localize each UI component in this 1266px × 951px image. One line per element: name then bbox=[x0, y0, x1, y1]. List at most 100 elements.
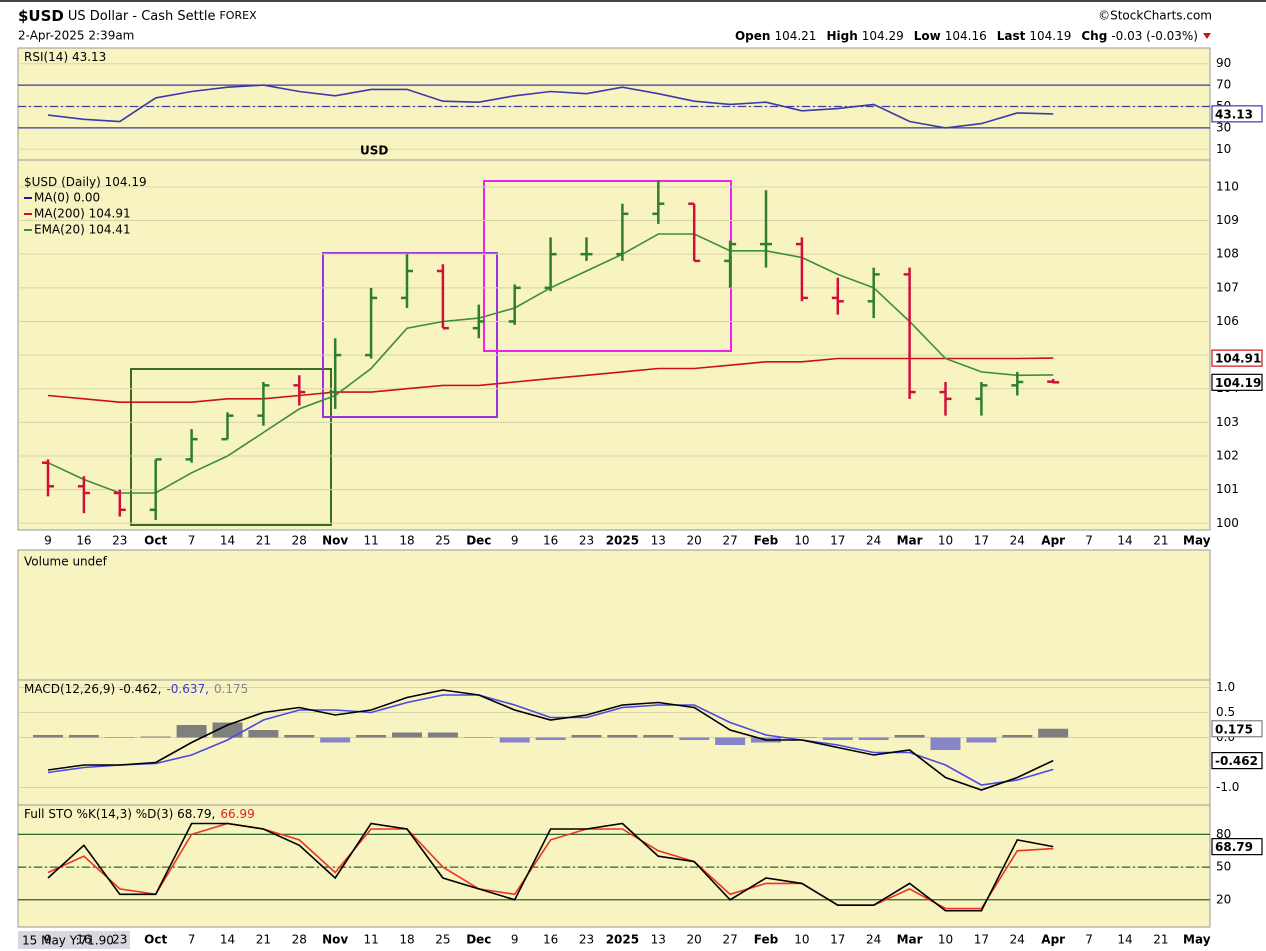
y-tick-label: -1.0 bbox=[1216, 780, 1239, 794]
histogram-bar bbox=[212, 722, 243, 738]
x-tick-label: 18 bbox=[399, 933, 414, 947]
y-tick-label: 101 bbox=[1216, 482, 1239, 496]
value-tag-box bbox=[1211, 349, 1263, 367]
y-tick-label: 10 bbox=[1216, 142, 1231, 156]
x-tick-label: 9 bbox=[44, 534, 52, 548]
histogram-bar bbox=[248, 730, 279, 738]
x-tick-label: 10 bbox=[794, 933, 809, 947]
quote-label: Open bbox=[735, 29, 770, 43]
quote-value: -0.03 (-0.03%) bbox=[1111, 29, 1198, 43]
y-tick-label: 0.5 bbox=[1216, 705, 1235, 719]
histogram-bar bbox=[68, 735, 99, 738]
histogram-bar bbox=[966, 737, 997, 743]
y-tick-label: 106 bbox=[1216, 314, 1239, 328]
y-tick-label: 103 bbox=[1216, 415, 1239, 429]
histogram-bar bbox=[33, 735, 63, 738]
series-line bbox=[47, 357, 1054, 403]
value-tag-box bbox=[1211, 373, 1263, 391]
series-line bbox=[47, 822, 1054, 912]
value-tag: -0.462 bbox=[1215, 754, 1258, 768]
series-line bbox=[47, 822, 1054, 910]
x-tick-label: 13 bbox=[651, 534, 666, 548]
x-tick-label: 14 bbox=[1117, 534, 1132, 548]
x-tick-label: 16 bbox=[543, 534, 558, 548]
x-tick-label: Dec bbox=[466, 933, 491, 947]
panel-title-part: 0.175 bbox=[214, 682, 248, 696]
y-tick-label: 1.0 bbox=[1216, 680, 1235, 694]
histogram-bar bbox=[643, 735, 674, 738]
x-tick-label: 9 bbox=[511, 534, 519, 548]
histogram-bar bbox=[679, 737, 710, 740]
y-tick-label: 80 bbox=[1216, 827, 1231, 841]
histogram-bar bbox=[176, 725, 207, 738]
quote-value: 104.21 bbox=[774, 29, 816, 43]
x-tick-label: 10 bbox=[938, 933, 953, 947]
y-tick-label: 20 bbox=[1216, 892, 1231, 906]
rsi-panel bbox=[17, 47, 1211, 161]
x-tick-label: 7 bbox=[188, 534, 196, 548]
x-tick-label: Feb bbox=[754, 933, 779, 947]
panel-title-part: MACD(12,26,9) -0.462, bbox=[24, 682, 161, 696]
value-tag-box bbox=[1211, 105, 1263, 123]
histogram-bar bbox=[894, 735, 925, 738]
x-tick-label: Apr bbox=[1041, 534, 1065, 548]
value-tag-box bbox=[1211, 838, 1263, 856]
x-tick-label: 13 bbox=[651, 933, 666, 947]
histogram-bar bbox=[104, 737, 135, 738]
quote-value: 104.19 bbox=[1029, 29, 1071, 43]
x-tick-label: 10 bbox=[938, 534, 953, 548]
histogram-bar bbox=[930, 737, 961, 750]
x-tick-label: Nov bbox=[322, 534, 348, 548]
histogram-bar bbox=[356, 735, 387, 738]
x-tick-label: 21 bbox=[256, 933, 271, 947]
x-tick-label: May bbox=[1183, 933, 1211, 947]
x-tick-label: Oct bbox=[144, 933, 167, 947]
x-tick-label: 20 bbox=[687, 534, 702, 548]
x-tick-label: 9 bbox=[44, 933, 52, 947]
cursor-box bbox=[18, 931, 130, 949]
y-tick-label: 107 bbox=[1216, 280, 1239, 294]
quote-label: Last bbox=[997, 29, 1026, 43]
x-tick-label: 25 bbox=[435, 534, 450, 548]
x-tick-label: Feb bbox=[754, 534, 779, 548]
macd-panel bbox=[17, 679, 1211, 806]
volume-panel bbox=[17, 549, 1211, 681]
legend-entry: MA(200) 104.91 bbox=[34, 207, 131, 221]
x-tick-label: 17 bbox=[974, 534, 989, 548]
exchange: FOREX bbox=[219, 9, 257, 22]
value-tag: 0.175 bbox=[1215, 722, 1253, 736]
x-tick-label: Nov bbox=[322, 933, 348, 947]
histogram-bar bbox=[499, 737, 530, 743]
panel-title-part: $USD (Daily) 104.19 bbox=[24, 175, 147, 189]
x-tick-label: 18 bbox=[399, 534, 414, 548]
histogram-bar bbox=[140, 736, 171, 738]
y-tick-label: 100 bbox=[1216, 516, 1239, 530]
x-tick-label: 25 bbox=[435, 933, 450, 947]
x-tick-label: 21 bbox=[1153, 933, 1168, 947]
series-line bbox=[47, 84, 1054, 129]
x-tick-label: 14 bbox=[1117, 933, 1132, 947]
x-tick-label: 23 bbox=[579, 933, 594, 947]
histogram-bar bbox=[284, 735, 315, 738]
x-tick-label: Mar bbox=[897, 933, 923, 947]
histogram-bar bbox=[427, 732, 458, 738]
panel-title-part: 66.99 bbox=[220, 807, 254, 821]
x-tick-label: 21 bbox=[256, 534, 271, 548]
series-line bbox=[47, 694, 1054, 786]
value-tag: 43.13 bbox=[1215, 107, 1253, 121]
x-tick-label: 11 bbox=[363, 534, 378, 548]
x-tick-label: Oct bbox=[144, 534, 167, 548]
x-tick-label: 23 bbox=[579, 534, 594, 548]
source: ©StockCharts.com bbox=[1098, 9, 1212, 23]
value-tag-box bbox=[1211, 751, 1263, 770]
histogram-bar bbox=[1038, 728, 1069, 738]
panel-title: RSI(14) 43.13 bbox=[24, 50, 106, 64]
volume-title: Volume undef bbox=[24, 555, 108, 569]
x-tick-label: Dec bbox=[466, 534, 491, 548]
x-tick-label: 27 bbox=[722, 534, 737, 548]
name: US Dollar - Cash Settle bbox=[68, 9, 216, 24]
symbol: $USD bbox=[18, 7, 64, 25]
x-tick-label: Mar bbox=[897, 534, 923, 548]
